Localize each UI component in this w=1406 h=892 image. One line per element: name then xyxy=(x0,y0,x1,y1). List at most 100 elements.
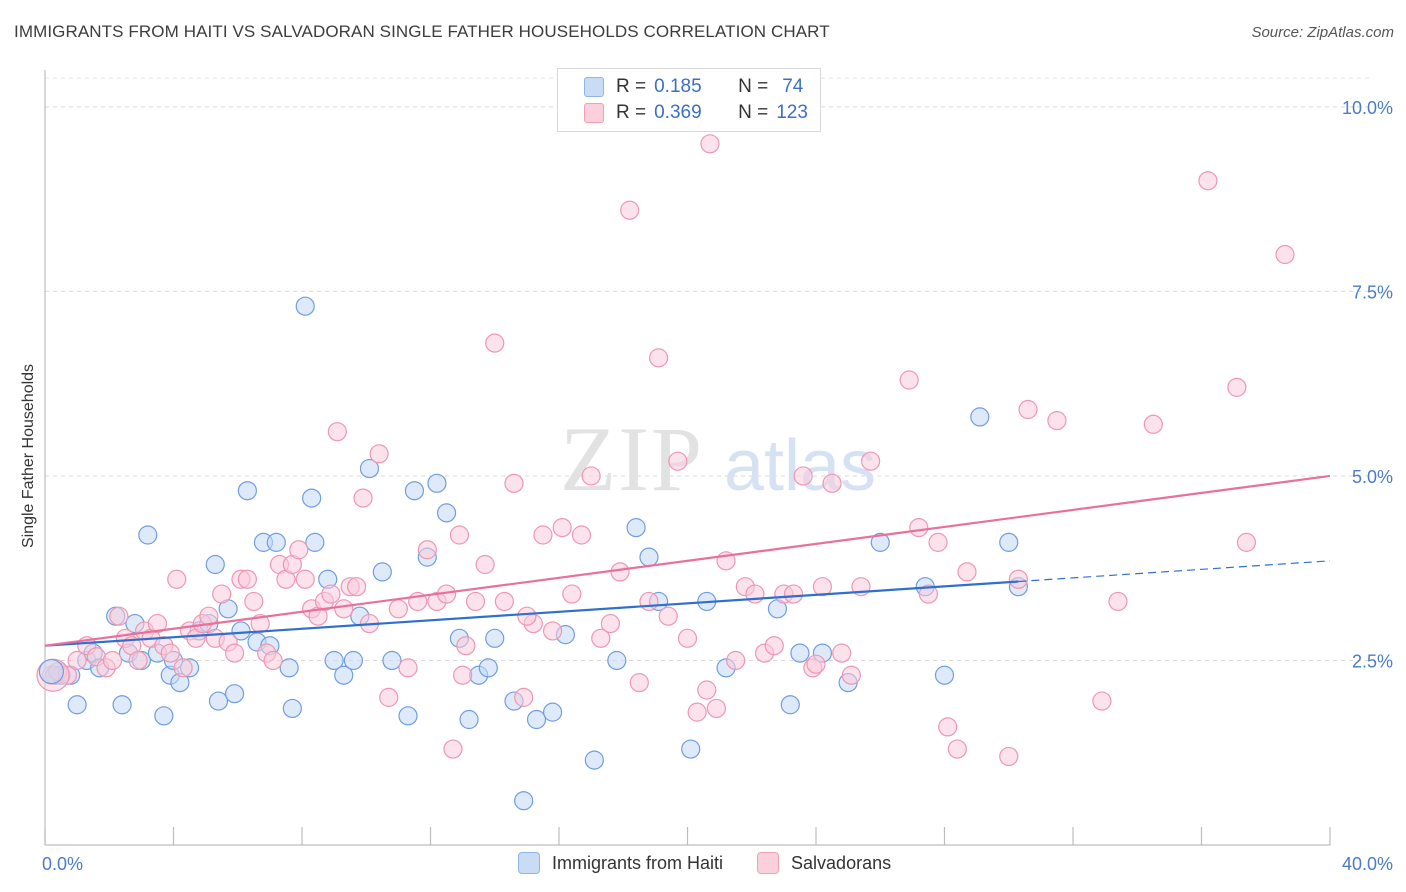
point-salvadoran xyxy=(700,134,720,154)
point-salvadoran xyxy=(514,687,534,707)
point-haiti xyxy=(436,503,457,523)
point-haiti xyxy=(231,621,251,641)
legend-label-haiti: Immigrants from Haiti xyxy=(552,852,724,873)
legend-swatch-haiti xyxy=(518,852,540,874)
points-layer xyxy=(36,134,1295,811)
point-salvadoran xyxy=(160,643,180,663)
chart-title: IMMIGRANTS FROM HAITI VS SALVADORAN SING… xyxy=(14,22,830,41)
point-haiti xyxy=(224,684,245,704)
legend-item-haiti[interactable]: Immigrants from Haiti xyxy=(518,852,723,874)
point-salvadoran xyxy=(552,518,572,538)
point-haiti xyxy=(154,706,174,726)
point-salvadoran xyxy=(571,525,592,545)
point-salvadoran xyxy=(244,591,264,612)
point-haiti xyxy=(334,665,354,685)
point-haiti xyxy=(607,650,627,671)
point-salvadoran xyxy=(764,636,784,656)
axis-layer xyxy=(44,70,1331,846)
point-salvadoran xyxy=(928,532,948,552)
point-haiti xyxy=(279,658,299,678)
point-haiti xyxy=(266,532,286,552)
point-salvadoran xyxy=(1198,171,1218,191)
legend-n-label: N = xyxy=(738,102,769,123)
stats-legend: R = 0.185 N = 74 R = 0.369 N = 123 xyxy=(557,68,821,132)
point-haiti xyxy=(305,532,325,552)
point-salvadoran xyxy=(918,584,939,604)
point-salvadoran xyxy=(109,606,129,626)
point-salvadoran xyxy=(861,451,881,471)
point-haiti xyxy=(208,691,229,711)
point-salvadoran xyxy=(199,606,219,626)
point-salvadoran xyxy=(263,650,283,671)
tick-labels: 2.5% 5.0% 7.5% 10.0% 0.0% 40.0% xyxy=(42,98,1393,874)
point-salvadoran xyxy=(449,525,470,545)
point-haiti xyxy=(459,709,479,730)
point-haiti xyxy=(302,488,322,508)
point-salvadoran xyxy=(677,628,698,648)
point-salvadoran xyxy=(668,451,688,471)
point-haiti xyxy=(359,458,380,479)
point-haiti xyxy=(295,296,315,316)
point-salvadoran xyxy=(388,599,408,619)
grid-layer xyxy=(45,77,1370,661)
point-salvadoran xyxy=(658,606,678,626)
point-salvadoran xyxy=(783,584,804,604)
point-salvadoran xyxy=(327,422,347,442)
point-salvadoran xyxy=(494,591,514,612)
point-salvadoran xyxy=(67,650,87,671)
point-salvadoran xyxy=(1143,414,1163,434)
point-salvadoran xyxy=(517,606,537,626)
point-salvadoran xyxy=(832,643,852,663)
legend-n-label: N = xyxy=(738,76,769,97)
point-salvadoran xyxy=(353,488,373,508)
point-haiti xyxy=(382,650,402,671)
point-haiti xyxy=(138,525,158,545)
point-salvadoran xyxy=(321,584,341,604)
point-salvadoran xyxy=(648,348,669,368)
point-haiti xyxy=(526,709,547,730)
point-salvadoran xyxy=(417,540,437,560)
point-haiti xyxy=(934,665,955,685)
point-haiti xyxy=(478,658,498,678)
legend-n-value: 74 xyxy=(782,76,804,97)
watermark: ZIP atlas xyxy=(560,408,876,510)
point-haiti xyxy=(485,628,505,648)
point-salvadoran xyxy=(1092,691,1112,711)
point-haiti xyxy=(205,554,225,575)
point-salvadoran xyxy=(102,650,123,671)
point-haiti xyxy=(282,698,302,719)
point-salvadoran xyxy=(697,680,717,700)
point-salvadoran xyxy=(610,562,630,582)
point-salvadoran xyxy=(533,525,553,545)
point-salvadoran xyxy=(812,577,833,597)
point-haiti xyxy=(790,643,810,663)
point-salvadoran xyxy=(639,591,659,612)
point-haiti xyxy=(38,658,65,685)
source-label: Source: ZipAtlas.com xyxy=(1251,24,1394,41)
legend-label-salvadorans: Salvadorans xyxy=(791,852,892,873)
point-salvadoran xyxy=(1047,410,1067,431)
point-salvadoran xyxy=(620,200,640,220)
point-salvadoran xyxy=(687,702,707,722)
point-salvadoran xyxy=(456,636,476,656)
point-salvadoran xyxy=(485,333,505,353)
point-salvadoran xyxy=(957,562,977,582)
y-tick-label: 5.0% xyxy=(1352,467,1393,487)
legend-item-salvadorans[interactable]: Salvadorans xyxy=(757,852,891,874)
point-salvadoran xyxy=(1018,399,1038,420)
point-salvadoran xyxy=(173,658,193,678)
point-haiti xyxy=(343,650,363,671)
point-salvadoran xyxy=(167,569,187,589)
trendline-haiti xyxy=(44,580,1019,647)
point-salvadoran xyxy=(899,370,919,390)
point-salvadoran xyxy=(453,665,473,685)
legend-r-label: R = xyxy=(616,76,647,97)
point-salvadoran xyxy=(806,654,826,674)
point-salvadoran xyxy=(629,673,649,693)
trendline-salvadorans xyxy=(44,474,1331,647)
watermark-atlas: atlas xyxy=(724,426,876,506)
point-salvadoran xyxy=(1275,244,1295,265)
point-salvadoran xyxy=(591,628,611,648)
point-haiti xyxy=(681,739,701,759)
